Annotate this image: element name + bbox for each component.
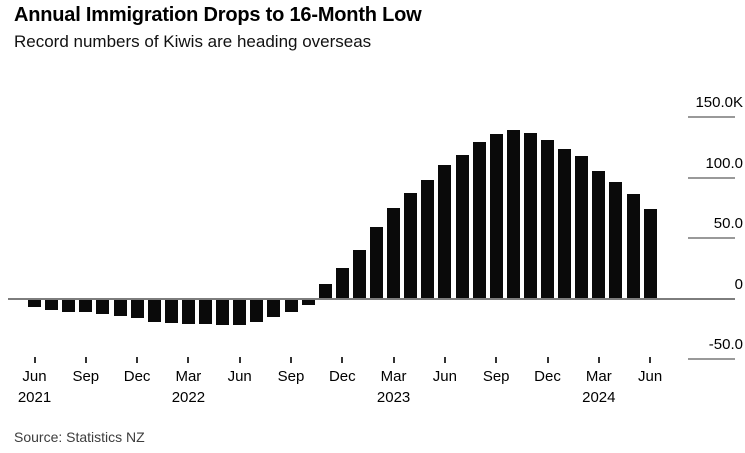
bar (558, 148, 572, 299)
x-axis-month-label: Jun (638, 368, 663, 385)
x-tick-mark (84, 357, 87, 363)
y-axis-label: 100.0 (705, 154, 743, 172)
bar (318, 284, 332, 299)
bar (164, 300, 178, 323)
bar (28, 300, 41, 308)
bar (250, 300, 264, 323)
x-tick-mark (187, 357, 190, 363)
bar (489, 133, 503, 299)
x-axis-year-label: 2023 (376, 389, 411, 406)
x-axis-month-label: Dec (328, 368, 356, 385)
bar (523, 132, 537, 299)
bar (267, 300, 281, 317)
y-gridline-segment (688, 358, 735, 360)
bar (421, 179, 435, 299)
x-tick-mark (290, 357, 292, 363)
bar (130, 300, 144, 319)
chart-subtitle: Record numbers of Kiwis are heading over… (14, 32, 372, 51)
x-axis-month-label: Sep (482, 368, 510, 385)
source-note: Source: Statistics NZ (14, 429, 145, 445)
x-tick-mark (33, 357, 36, 363)
bar (45, 300, 59, 310)
x-tick-mark (546, 357, 549, 363)
x-tick-mark (341, 357, 344, 363)
bar (96, 300, 110, 314)
bar (284, 300, 298, 312)
y-gridline-segment (688, 116, 735, 118)
bar (79, 300, 93, 313)
y-axis-label: 0 (734, 275, 743, 293)
x-tick-mark (136, 357, 139, 363)
bar (352, 250, 366, 299)
x-axis-month-label: Dec (534, 368, 561, 385)
x-axis-month-label: Jun (227, 368, 252, 385)
x-axis-year-label: 2024 (582, 389, 616, 406)
y-axis-label: 50.0 (713, 215, 743, 232)
bar (592, 171, 606, 299)
bar (455, 154, 469, 299)
y-gridline-segment (688, 237, 735, 239)
x-tick-mark (238, 357, 241, 363)
bar (541, 140, 554, 299)
x-axis-year-label: 2022 (171, 389, 206, 406)
bar (335, 268, 349, 299)
bar (387, 207, 401, 299)
bar (181, 300, 195, 325)
x-axis-month-label: Jun (22, 368, 47, 385)
y-gridline-segment (688, 176, 735, 179)
bar (643, 209, 657, 299)
x-axis-month-label: Dec (123, 368, 151, 385)
x-axis-year-label: 2021 (17, 389, 52, 406)
bar (609, 182, 623, 299)
bar (370, 227, 383, 299)
bar (438, 165, 452, 299)
bar (216, 300, 230, 325)
bar (404, 193, 418, 299)
x-tick-mark (649, 357, 652, 363)
x-axis-month-label: Mar (175, 368, 202, 385)
bar (113, 300, 127, 316)
bar (472, 142, 486, 299)
chart-title: Annual Immigration Drops to 16-Month Low (14, 4, 422, 26)
x-axis-month-label: Sep (72, 368, 100, 385)
bar (506, 130, 520, 299)
bar (62, 300, 76, 313)
x-tick-mark (495, 357, 498, 363)
bar (147, 300, 161, 322)
bar (199, 300, 212, 325)
x-axis-month-label: Mar (380, 368, 407, 385)
x-axis-month-label: Sep (277, 368, 305, 385)
y-axis-label: 150.0K (695, 94, 743, 111)
x-tick-mark (443, 357, 446, 363)
x-axis-month-label: Jun (432, 368, 457, 385)
bar (301, 300, 315, 305)
bar (233, 300, 247, 325)
y-axis-label: -50.0 (708, 336, 743, 353)
x-tick-mark (597, 357, 600, 363)
bar (575, 155, 589, 299)
bar (626, 194, 640, 299)
x-tick-mark (392, 357, 395, 363)
zero-axis-line (8, 297, 735, 300)
x-axis-month-label: Mar (585, 368, 612, 385)
